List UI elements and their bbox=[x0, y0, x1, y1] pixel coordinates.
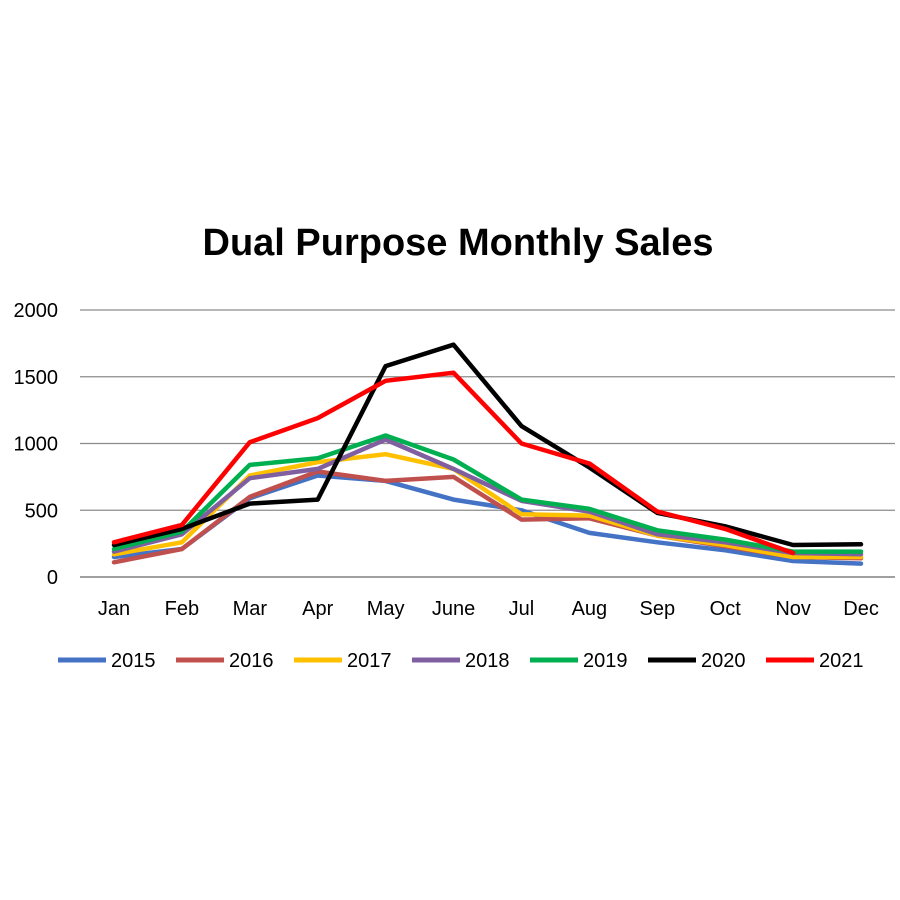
legend: 2015 2016 2017 2018 2019 2020 2021 bbox=[58, 650, 864, 672]
x-tick-label: Apr bbox=[302, 598, 333, 620]
series-line-2020 bbox=[111, 342, 864, 548]
x-tick-label: May bbox=[367, 598, 405, 620]
y-tick-label: 1000 bbox=[14, 434, 59, 456]
y-axis-ticks: 0 500 1000 1500 2000 bbox=[14, 300, 59, 589]
legend-label: 2020 bbox=[701, 650, 746, 672]
series-lines bbox=[111, 342, 864, 566]
legend-label: 2016 bbox=[229, 650, 274, 672]
x-tick-label: Nov bbox=[775, 598, 811, 620]
chart-title: Dual Purpose Monthly Sales bbox=[203, 222, 714, 264]
y-tick-label: 1500 bbox=[14, 367, 59, 389]
y-tick-label: 500 bbox=[25, 500, 58, 522]
y-tick-label: 0 bbox=[47, 567, 58, 589]
x-tick-label: Oct bbox=[710, 598, 742, 620]
x-tick-label: Jul bbox=[509, 598, 535, 620]
x-tick-label: Feb bbox=[165, 598, 199, 620]
series-line-2018 bbox=[111, 437, 864, 557]
y-tick-label: 2000 bbox=[14, 300, 59, 322]
legend-label: 2018 bbox=[465, 650, 510, 672]
gridlines bbox=[80, 309, 895, 578]
x-tick-label: Jan bbox=[98, 598, 130, 620]
series-line-2021 bbox=[111, 370, 796, 556]
x-tick-label: Sep bbox=[639, 598, 675, 620]
x-tick-label: Aug bbox=[572, 598, 608, 620]
x-tick-label: June bbox=[432, 598, 475, 620]
x-tick-label: Mar bbox=[233, 598, 268, 620]
series-line-2019 bbox=[111, 433, 864, 554]
legend-label: 2021 bbox=[819, 650, 864, 672]
x-tick-label: Dec bbox=[843, 598, 879, 620]
legend-label: 2015 bbox=[111, 650, 156, 672]
legend-label: 2017 bbox=[347, 650, 392, 672]
x-axis-ticks: Jan Feb Mar Apr May June Jul Aug Sep Oct Nov Dec bbox=[98, 598, 879, 620]
legend-label: 2019 bbox=[583, 650, 628, 672]
